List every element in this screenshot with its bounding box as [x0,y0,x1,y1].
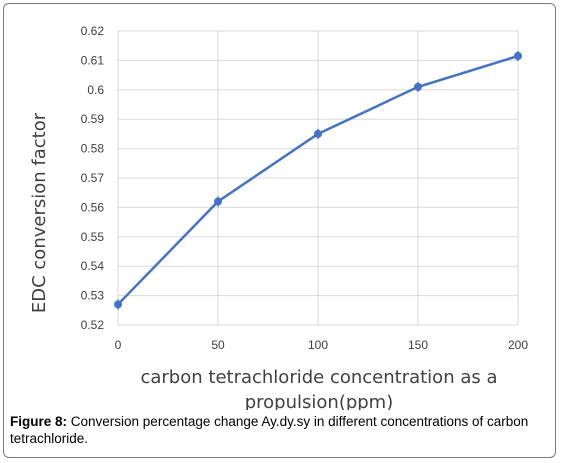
data-point [514,51,522,60]
x-tick-label: 50 [211,338,225,352]
x-tick-label: 100 [308,338,328,352]
y-tick-label: 0.59 [81,112,105,126]
data-point [414,82,422,91]
y-tick-label: 0.62 [81,24,105,38]
y-tick-label: 0.57 [81,171,105,185]
x-axis-title-line2: propulsion(ppm) [245,392,394,410]
y-tick-label: 0.61 [81,53,105,67]
data-point [114,300,122,309]
y-tick-labels: 0.52 0.53 0.54 0.55 0.56 0.57 0.58 0.59 0.6 0.61 0… [81,24,105,332]
x-tick-label: 200 [508,338,528,352]
data-point [314,129,322,138]
data-point [214,197,222,206]
y-tick-label: 0.54 [81,259,105,273]
y-tick-label: 0.58 [81,142,105,156]
y-tick-label: 0.6 [87,83,104,97]
x-tick-labels: 0 50 100 150 200 [115,338,529,352]
caption-text: Conversion percentage change Ay.dy.sy in… [10,414,529,446]
line-chart: 0.52 0.53 0.54 0.55 0.56 0.57 0.58 0.59 0.6 0.61 0… [29,24,529,410]
y-tick-label: 0.55 [81,230,105,244]
data-points [114,50,522,310]
y-tick-label: 0.56 [81,200,105,214]
x-tick-label: 0 [115,338,122,352]
figure-caption: Figure 8: Conversion percentage change A… [10,413,550,447]
x-tick-label: 150 [408,338,428,352]
caption-label: Figure 8: [10,414,68,429]
gridlines [117,30,519,326]
y-tick-label: 0.52 [81,318,105,332]
x-axis-title-line1: carbon tetrachloride concentration as a [140,367,497,388]
y-axis-title: EDC conversion factor [29,112,50,313]
figure-frame [3,3,556,458]
y-tick-label: 0.53 [81,289,105,303]
